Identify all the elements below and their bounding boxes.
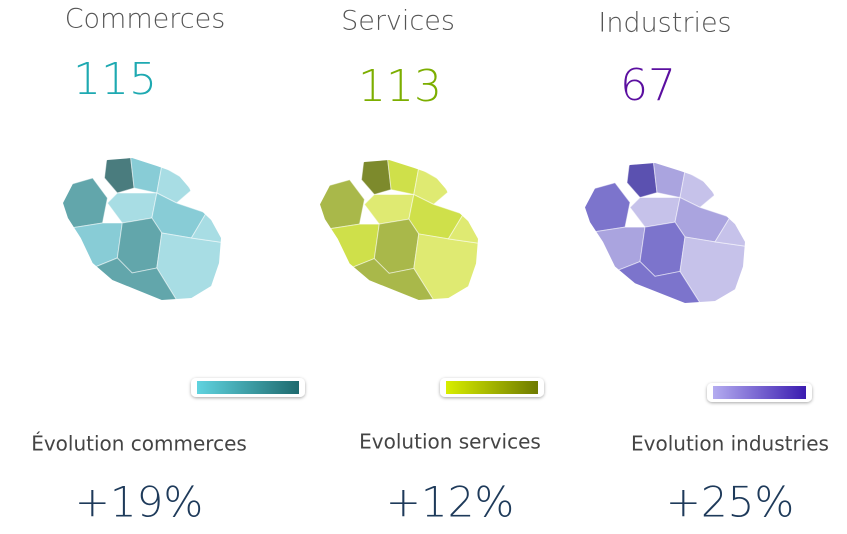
map-region (63, 177, 108, 231)
evolution-value: +12% (386, 478, 515, 527)
legend-gradient (446, 381, 538, 394)
map-cells (320, 160, 479, 301)
evolution-value: +19% (75, 478, 204, 527)
count: 113 (358, 61, 442, 112)
map (320, 160, 479, 301)
map-region (585, 182, 631, 235)
panel-title: Industries (598, 8, 731, 39)
map-cells (585, 163, 745, 304)
evolution-value: +25% (666, 478, 795, 527)
map (63, 158, 222, 300)
map-cells (63, 158, 222, 300)
map-region (103, 158, 135, 194)
panel-title: Services (341, 6, 455, 37)
evolution-label: Evolution industries (631, 432, 829, 456)
evolution-label: Évolution commerces (31, 432, 247, 456)
evolution-label: Evolution services (359, 430, 541, 454)
map-region (320, 179, 365, 232)
map-region (626, 163, 658, 199)
legend-gradient (713, 386, 806, 399)
count: 115 (73, 54, 157, 105)
map-region (360, 160, 392, 196)
map-region (129, 158, 163, 194)
map-region (386, 160, 420, 196)
map-region (652, 163, 686, 199)
legend-gradient (197, 381, 299, 394)
map (585, 163, 745, 304)
count: 67 (620, 60, 676, 111)
panel-title: Commerces (65, 4, 226, 35)
maps (63, 158, 745, 304)
